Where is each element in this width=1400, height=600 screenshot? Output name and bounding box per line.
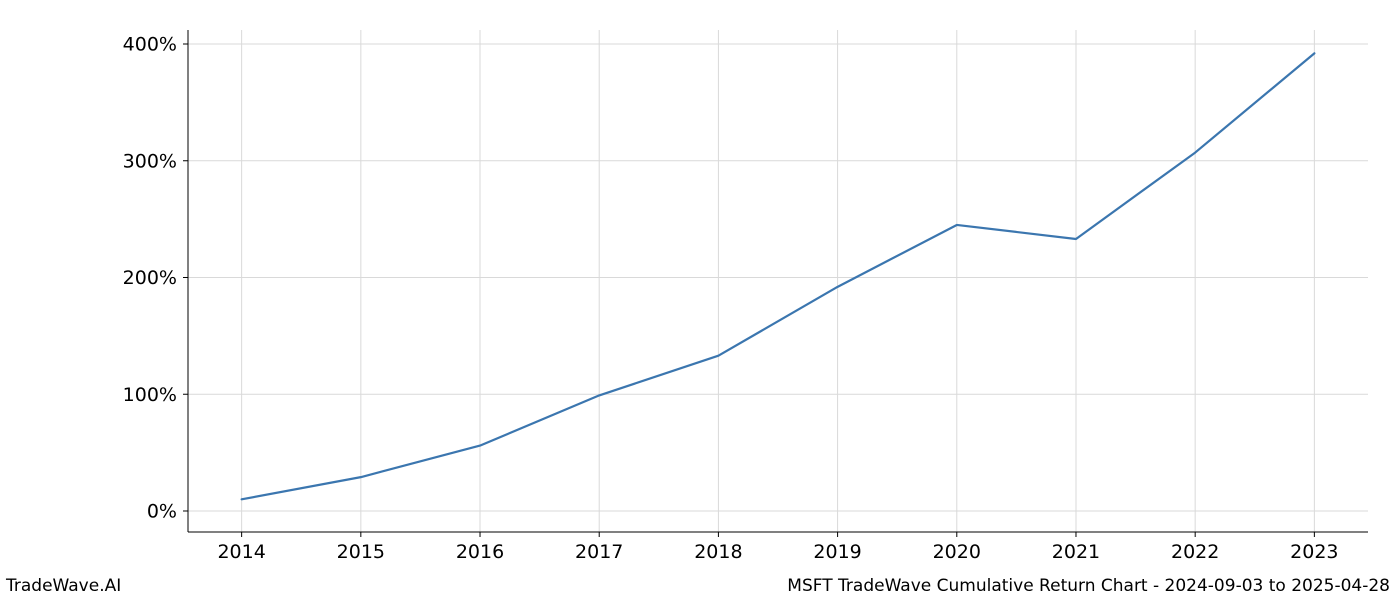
chart-background — [0, 0, 1400, 600]
x-tick-label: 2022 — [1171, 541, 1219, 563]
x-tick-label: 2023 — [1290, 541, 1338, 563]
x-tick-label: 2015 — [337, 541, 385, 563]
x-tick-label: 2018 — [694, 541, 742, 563]
line-chart: 2014 2015 2016 2017 2018 2019 2020 2021 2022 2023… — [0, 0, 1400, 600]
x-tick-label: 2021 — [1052, 541, 1100, 563]
y-tick-label: 400% — [123, 34, 177, 56]
y-tick-label: 300% — [123, 150, 177, 172]
x-tick-label: 2020 — [933, 541, 981, 563]
footer-caption: MSFT TradeWave Cumulative Return Chart -… — [787, 576, 1390, 596]
y-tick-label: 100% — [123, 384, 177, 406]
chart-container: 2014 2015 2016 2017 2018 2019 2020 2021 2022 2023… — [0, 0, 1400, 600]
y-tick-label: 200% — [123, 267, 177, 289]
x-tick-label: 2017 — [575, 541, 623, 563]
x-tick-label: 2019 — [813, 541, 861, 563]
y-tick-label: 0% — [147, 501, 177, 523]
x-tick-label: 2014 — [217, 541, 265, 563]
x-tick-label: 2016 — [456, 541, 504, 563]
footer-brand: TradeWave.AI — [6, 576, 121, 596]
